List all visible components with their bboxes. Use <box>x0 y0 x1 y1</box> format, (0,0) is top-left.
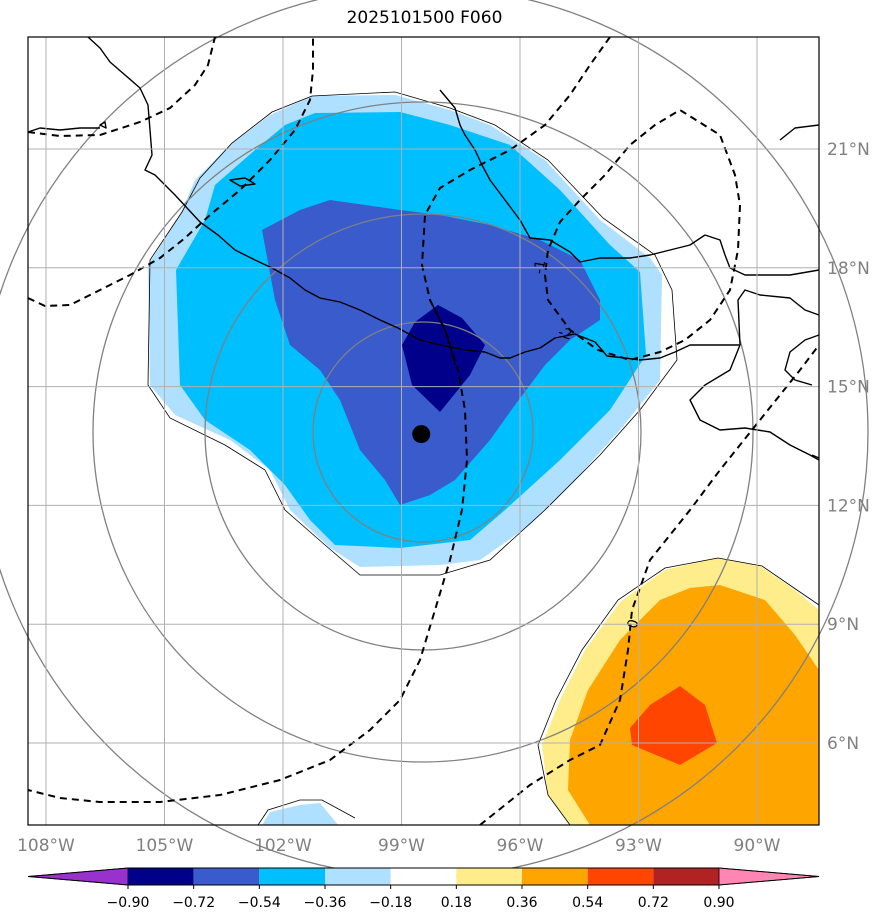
lon-tick-label: 90°W <box>734 836 781 856</box>
fill-outline-negative <box>147 91 678 576</box>
colorbar-box <box>193 868 260 885</box>
dashed-contour-east <box>479 344 820 826</box>
fill-outline-positive <box>537 557 820 826</box>
coastline-gulf <box>439 89 706 263</box>
coastline-east <box>784 334 820 459</box>
map-title: 2025101500 F060 <box>346 8 503 28</box>
colorbar-label: −0.54 <box>238 895 281 911</box>
contour-labels: -1 -2 0 <box>531 259 642 631</box>
lon-tick-label: 96°W <box>497 836 544 856</box>
colorbar-box <box>522 868 588 885</box>
colorbar-label: −0.36 <box>304 895 347 911</box>
contour-label-minus-2: -2 <box>556 324 574 343</box>
lat-tick-label: 6°N <box>827 734 859 754</box>
colorbar-box <box>259 868 325 885</box>
storm-center-marker <box>412 425 431 444</box>
colorbar-box <box>325 868 391 885</box>
colorbar-label: 0.36 <box>506 895 537 911</box>
lon-tick-label: 102°W <box>254 836 312 856</box>
colorbar-box <box>390 868 457 885</box>
coastline-central-america <box>689 289 820 461</box>
lon-tick-label: 105°W <box>136 836 194 856</box>
colorbar-labels: −0.90 −0.72 −0.54 −0.36 −0.18 0.18 0.36 0.54 0.7… <box>107 885 735 911</box>
lat-tick-label: 21°N <box>827 140 870 160</box>
colorbar-extend-low <box>27 867 129 886</box>
anomaly-fill-minus-072 <box>402 305 485 412</box>
colorbar-extend-high <box>718 867 820 886</box>
island-small <box>229 177 256 187</box>
colorbar-box <box>587 868 654 885</box>
longitude-labels: 108°W 105°W 102°W 99°W 96°W 93°W 90°W <box>17 836 781 856</box>
colorbar-label: −0.72 <box>172 895 215 911</box>
map-frame <box>27 36 820 826</box>
range-ring-inner <box>312 321 534 543</box>
colorbar <box>27 867 820 886</box>
lat-tick-label: 9°N <box>827 615 859 635</box>
lon-tick-label: 99°W <box>378 836 425 856</box>
fill-outline-small <box>257 799 356 826</box>
contour-label-minus-1: -1 <box>531 259 549 276</box>
range-ring-third <box>92 101 754 763</box>
dashed-contour-nw <box>27 36 216 138</box>
colorbar-box <box>456 868 522 885</box>
colorbar-box <box>128 868 194 885</box>
coastline-main <box>87 36 740 361</box>
island-tiny <box>99 121 107 129</box>
colorbar-label: −0.90 <box>107 895 150 911</box>
colorbar-box <box>653 868 719 885</box>
dashed-contours <box>27 36 820 826</box>
latitude-labels: 21°N 18°N 15°N 12°N 9°N 6°N <box>827 140 870 754</box>
lon-tick-label: 108°W <box>17 836 75 856</box>
coastline-yucatan <box>704 234 820 276</box>
lon-tick-label: 93°W <box>615 836 662 856</box>
colorbar-label: 0.90 <box>703 895 734 911</box>
lat-tick-label: 12°N <box>827 496 870 516</box>
coastline-north <box>779 124 820 141</box>
anomaly-fill-plus-054 <box>630 686 717 765</box>
colorbar-label: −0.18 <box>369 895 412 911</box>
anomaly-fill-small-blue <box>262 803 338 825</box>
baja-coast <box>27 127 100 133</box>
dashed-contour-center <box>27 36 611 803</box>
colorbar-label: 0.72 <box>638 895 669 911</box>
lat-tick-label: 15°N <box>827 378 870 398</box>
gridlines <box>28 37 819 825</box>
colorbar-label: 0.18 <box>441 895 472 911</box>
dashed-contour-north <box>27 37 314 308</box>
map-content: -1 -2 0 <box>0 0 869 878</box>
lat-tick-label: 18°N <box>827 259 870 279</box>
colorbar-label: 0.54 <box>572 895 603 911</box>
